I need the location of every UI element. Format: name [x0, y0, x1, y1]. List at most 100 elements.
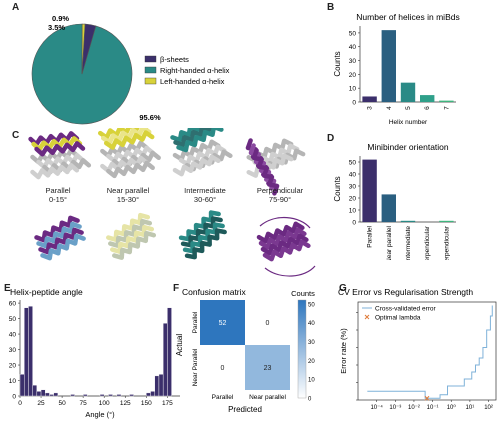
optimal-lambda-marker — [424, 395, 430, 401]
x-tick-label: 5 — [405, 106, 412, 110]
y-tick-label: Parallel — [192, 311, 199, 333]
y-tick-label: 40 — [9, 332, 17, 339]
x-tick-label: Parallel — [212, 394, 234, 401]
bottom-helix-perpendicular-2 — [260, 233, 309, 256]
bar-3 — [362, 96, 377, 102]
hist-bar — [162, 323, 168, 397]
hist-bar — [24, 307, 29, 397]
binder-helix-parallel-2-coil — [34, 141, 86, 157]
matrix-cell — [200, 345, 245, 390]
matrix-value: 0 — [221, 365, 225, 372]
bottom-helix-near-parallel-3-coil — [112, 230, 157, 260]
bottom-helix-parallel-1-coil — [36, 221, 82, 249]
colorbar-label: Counts — [291, 289, 315, 298]
hist-bar — [158, 374, 164, 397]
binder-helix-intermediate-1-coil — [173, 128, 221, 148]
binder-helix-near-parallel-2-coil — [103, 130, 155, 150]
hist-bar — [116, 394, 122, 397]
binder-helix-near-parallel-0-coil — [97, 128, 149, 140]
x-tick-label: 175 — [162, 400, 173, 407]
histogram-e: Helix-peptide angle 0 10 20 30 40 50 60 0 25 50 75 1… — [9, 287, 180, 419]
caption-perpendicular-name: Perpendicular — [256, 186, 304, 195]
legend-label-lambda: Optimal lambda — [375, 315, 421, 322]
bottom-helix-near-parallel-2-coil — [110, 224, 155, 254]
panel-label-c: C — [12, 130, 20, 141]
pie-value-label-2: 0.9% — [52, 14, 69, 23]
binder-helix-near-parallel-1-coil — [100, 128, 152, 145]
panel-label-f: F — [173, 283, 180, 294]
target-helix-near-parallel-1-coil — [106, 145, 155, 164]
x-tick-label: Near parallel — [249, 394, 286, 401]
bottom-helix-perpendicular-1 — [258, 227, 307, 250]
loop-strand — [264, 265, 316, 277]
y-tick-label: 30 — [349, 58, 357, 65]
bottom-helix-near-parallel-0 — [106, 212, 151, 242]
hist-bar — [49, 394, 54, 397]
y-tick-label: Near Parallel — [192, 348, 199, 386]
legend-marker-lambda — [364, 314, 370, 320]
bar-4 — [381, 30, 396, 102]
target-helix-near-parallel-1 — [106, 145, 155, 164]
target-helix-intermediate-1 — [178, 144, 227, 167]
colorbar-tick-label: 50 — [308, 302, 315, 308]
y-axis-label: Counts — [333, 176, 342, 201]
target-helix-near-parallel-4-coil — [106, 160, 155, 179]
colorbar-tick-label: 10 — [308, 378, 315, 384]
y-axis-label: Error rate (%) — [339, 328, 348, 374]
binder-helix-intermediate-0-coil — [170, 128, 218, 143]
target-helix-near-parallel-0 — [100, 140, 149, 159]
hist-bar — [28, 305, 33, 397]
hist-bar — [45, 392, 50, 397]
target-helix-near-parallel-4 — [106, 160, 155, 179]
y-tick-label: 50 — [9, 316, 17, 323]
bottom-helix-near-parallel-2 — [110, 224, 155, 254]
bar-intermediate — [400, 220, 416, 222]
x-tick-label: 25 — [37, 400, 45, 407]
target-helix-intermediate-3 — [172, 154, 221, 177]
chart-title: Number of helices in miBds — [356, 12, 459, 22]
y-tick-label: 40 — [349, 44, 357, 51]
target-helix-perpendicular-3 — [246, 153, 294, 178]
binder-helix-intermediate-2 — [176, 128, 224, 153]
matrix-value: 0 — [266, 320, 270, 327]
target-helix-intermediate-3-coil — [172, 154, 221, 177]
hist-bar — [36, 391, 42, 397]
binder-helix-parallel-2 — [34, 141, 86, 157]
hist-bar — [146, 392, 151, 397]
x-tick-label: 10⁻³ — [389, 405, 401, 411]
target-helix-intermediate-0-coil — [172, 139, 221, 162]
hist-bar — [82, 394, 88, 397]
panel-label-a: A — [12, 2, 20, 13]
x-tick-label: 10² — [484, 405, 493, 411]
y-tick-label: 60 — [9, 301, 17, 308]
caption-intermediate: Intermediate 30-60° — [170, 186, 240, 204]
x-tick-label: 50 — [58, 400, 66, 407]
x-tick-label: 4 — [386, 106, 393, 110]
x-tick-label: 10⁰ — [447, 404, 457, 411]
binder-helix-near-parallel-1 — [100, 128, 152, 145]
bottom-helix-parallel-2 — [38, 227, 84, 255]
caption-near-parallel-name: Near parallel — [106, 186, 150, 195]
x-axis-label: Predicted — [228, 405, 262, 414]
bottom-helix-intermediate-3-coil — [184, 228, 227, 260]
bottom-helix-near-parallel-1-coil — [108, 218, 153, 248]
matrix-value: 23 — [264, 365, 272, 372]
hist-bar — [154, 375, 160, 397]
caption-parallel-name: Parallel — [45, 186, 71, 195]
x-tick-label: 150 — [141, 400, 152, 407]
bar-perpendicular — [439, 220, 454, 222]
binder-helix-perpendicular-2-coil — [251, 148, 280, 196]
bottom-helix-perpendicular-2-coil — [260, 233, 309, 256]
line-chart-g: CV Error vs Regularisation Strength 10⁻⁴ 1… — [338, 287, 497, 411]
y-tick-label: 20 — [349, 72, 357, 79]
x-tick-label: Intermediate — [405, 226, 412, 260]
target-helix-parallel-1-coil — [36, 153, 86, 170]
hist-bar — [108, 394, 113, 397]
x-axis-label: Helix number — [389, 119, 428, 126]
caption-intermediate-name: Intermediate — [184, 186, 226, 195]
colorbar-tick-label: 20 — [308, 359, 315, 365]
bottom-helix-intermediate-2-coil — [182, 222, 225, 254]
panel-label-g: G — [339, 283, 347, 294]
hist-bar — [32, 384, 38, 397]
bottom-helix-intermediate-3 — [184, 228, 227, 260]
